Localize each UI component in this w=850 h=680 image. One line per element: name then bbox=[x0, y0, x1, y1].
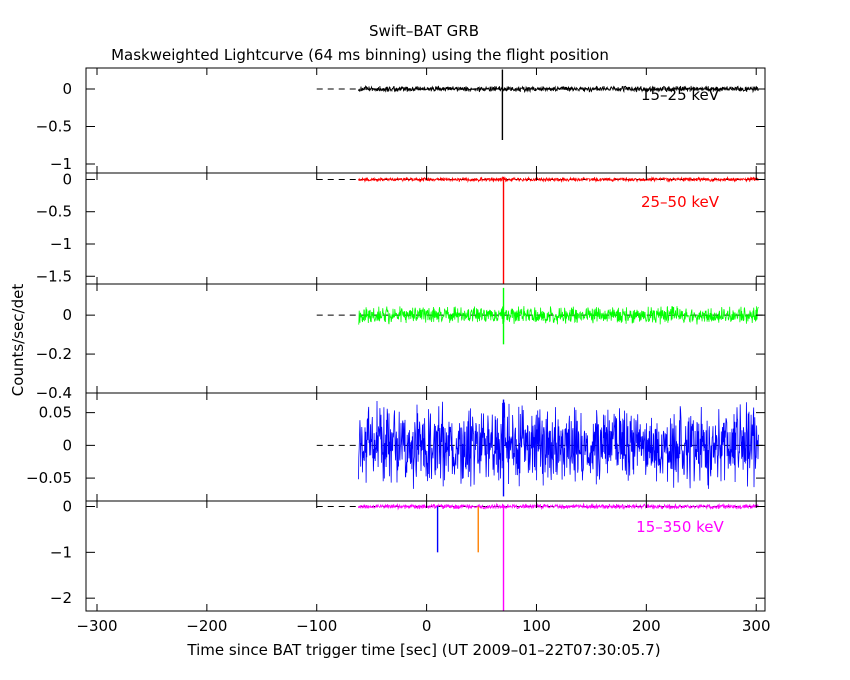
y-tick-label: −0.4 bbox=[36, 384, 72, 402]
panel-energy-label: 15–25 keV bbox=[641, 86, 720, 104]
y-tick-label: −1 bbox=[50, 543, 72, 561]
panel-4: 0.05 0 −0.05 bbox=[26, 392, 766, 502]
x-tick-label: 100 bbox=[522, 617, 551, 635]
lightcurve-series bbox=[358, 175, 759, 183]
y-tick-label: 0 bbox=[62, 436, 72, 454]
panel-frame bbox=[85, 67, 766, 174]
panel-frame bbox=[85, 283, 766, 394]
x-tick-label: −300 bbox=[76, 617, 117, 635]
panel-2: 0 −0.5 −1 −1.5 25–50 keV bbox=[36, 170, 766, 285]
panels-group: 0 −0.5 −1 15–25 keV 0 −0.5 −1 −1.5 25–50 keV 0 −0.… bbox=[26, 67, 771, 635]
panel-energy-label: 15–350 keV bbox=[636, 518, 724, 536]
y-tick-label: −1.5 bbox=[36, 267, 72, 285]
lightcurve-series bbox=[358, 306, 759, 325]
y-axis-label: Counts/sec/det bbox=[9, 284, 27, 397]
lightcurve-series bbox=[358, 84, 759, 94]
y-tick-label: −0.2 bbox=[36, 345, 72, 363]
x-tick-label: −100 bbox=[296, 617, 337, 635]
y-tick-label: −0.5 bbox=[36, 203, 72, 221]
y-tick-label: 0 bbox=[62, 170, 72, 188]
chart-subtitle: Maskweighted Lightcurve (64 ms binning) … bbox=[111, 46, 609, 64]
panel-5: 0 −1 −2 15–350 keV bbox=[50, 498, 766, 612]
x-tick-label: −200 bbox=[186, 617, 227, 635]
y-tick-label: −1 bbox=[50, 235, 72, 253]
x-tick-label: 0 bbox=[422, 617, 432, 635]
panel-frame bbox=[85, 500, 766, 612]
x-tick-label: 200 bbox=[632, 617, 661, 635]
y-tick-label: −0.5 bbox=[36, 118, 72, 136]
panel-energy-label: 25–50 keV bbox=[641, 193, 720, 211]
y-tick-label: 0 bbox=[62, 80, 72, 98]
y-tick-label: 0 bbox=[62, 498, 72, 516]
y-tick-label: 0.05 bbox=[39, 404, 72, 422]
panel-frame bbox=[85, 172, 766, 285]
panel-3: 0 −0.2 −0.4 bbox=[36, 283, 766, 402]
lightcurve-series bbox=[358, 400, 759, 489]
x-tick-label: 300 bbox=[742, 617, 771, 635]
y-tick-label: 0 bbox=[62, 306, 72, 324]
y-tick-label: −1 bbox=[50, 155, 72, 173]
y-tick-label: −0.05 bbox=[26, 469, 72, 487]
y-tick-label: −2 bbox=[50, 589, 72, 607]
x-tick-labels: −300 −200 −100 0 100 200 300 bbox=[76, 617, 770, 635]
chart-title: Swift–BAT GRB bbox=[369, 22, 479, 40]
x-axis-label: Time since BAT trigger time [sec] (UT 20… bbox=[186, 641, 660, 659]
panel-1: 0 −0.5 −1 15–25 keV bbox=[36, 67, 766, 174]
lightcurve-series bbox=[358, 502, 759, 511]
